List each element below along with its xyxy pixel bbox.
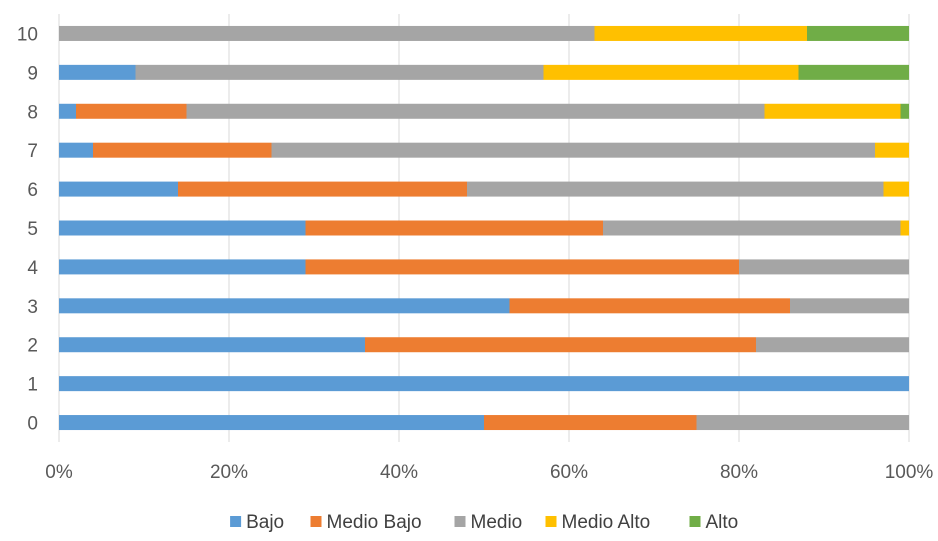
legend-swatch xyxy=(230,516,242,527)
bar-segment xyxy=(59,181,178,197)
bar-segment xyxy=(59,103,76,119)
bar-segment xyxy=(484,415,697,431)
bar-segment xyxy=(93,142,272,158)
y-tick-label: 9 xyxy=(27,63,38,84)
legend-label: Alto xyxy=(706,512,739,533)
bar-segment xyxy=(135,64,544,80)
bar-segment xyxy=(875,142,909,158)
y-axis-tick-labels: 0 1 2 3 4 5 6 7 8 9 10 xyxy=(17,24,39,434)
y-tick-label: 1 xyxy=(27,375,38,396)
bar-segment xyxy=(59,376,909,392)
bar-segment xyxy=(76,103,187,119)
bar-segment xyxy=(178,181,467,197)
bar-segment xyxy=(59,220,306,236)
bar-segment xyxy=(509,298,790,314)
y-tick-label: 4 xyxy=(27,258,38,279)
y-tick-label: 10 xyxy=(17,24,38,45)
x-tick-label: 100% xyxy=(885,462,934,483)
bar-segment xyxy=(900,103,909,119)
bar-segment xyxy=(365,337,756,353)
bar-segment xyxy=(883,181,909,197)
x-tick-label: 60% xyxy=(550,462,588,483)
bar-segment xyxy=(59,64,136,80)
bar-segment xyxy=(59,25,595,41)
bar-segment xyxy=(543,64,799,80)
legend-label: Medio Bajo xyxy=(327,512,422,533)
y-tick-label: 5 xyxy=(27,219,38,240)
bar-segment xyxy=(756,337,909,353)
y-tick-label: 7 xyxy=(27,141,38,162)
x-tick-label: 40% xyxy=(380,462,418,483)
x-tick-label: 80% xyxy=(720,462,758,483)
bar-segment xyxy=(798,64,909,80)
legend-swatch xyxy=(310,516,322,527)
bar-segment xyxy=(790,298,909,314)
bar-segment xyxy=(739,259,909,275)
y-tick-label: 6 xyxy=(27,180,38,201)
bar-segment xyxy=(59,337,365,353)
bar-segment xyxy=(271,142,875,158)
bar-segment xyxy=(59,259,306,275)
y-tick-label: 2 xyxy=(27,336,38,357)
legend-swatch xyxy=(689,516,701,527)
bar-segment xyxy=(305,220,603,236)
bar-segment xyxy=(807,25,909,41)
y-tick-label: 0 xyxy=(27,414,38,435)
legend: Bajo Medio Bajo Medio Medio Alto Alto xyxy=(230,512,738,533)
legend-label: Medio xyxy=(471,512,523,533)
y-tick-label: 3 xyxy=(27,297,38,318)
bar-segment xyxy=(186,103,765,119)
bar-segment xyxy=(59,298,510,314)
bar-segment xyxy=(603,220,901,236)
bar-segment xyxy=(467,181,884,197)
bar-segment xyxy=(59,415,484,431)
legend-label: Medio Alto xyxy=(562,512,651,533)
bar-segment xyxy=(594,25,807,41)
legend-swatch xyxy=(545,516,557,527)
x-tick-label: 0% xyxy=(45,462,73,483)
x-axis-tick-labels: 0% 20% 40% 60% 80% 100% xyxy=(45,462,933,483)
y-tick-label: 8 xyxy=(27,102,38,123)
x-tick-label: 20% xyxy=(210,462,248,483)
bar-segment xyxy=(764,103,901,119)
bar-segment xyxy=(900,220,909,236)
legend-label: Bajo xyxy=(246,512,284,533)
legend-swatch xyxy=(454,516,466,527)
bar-segment xyxy=(305,259,739,275)
bar-segment xyxy=(696,415,909,431)
bar-segment xyxy=(59,142,93,158)
bars xyxy=(59,25,909,431)
